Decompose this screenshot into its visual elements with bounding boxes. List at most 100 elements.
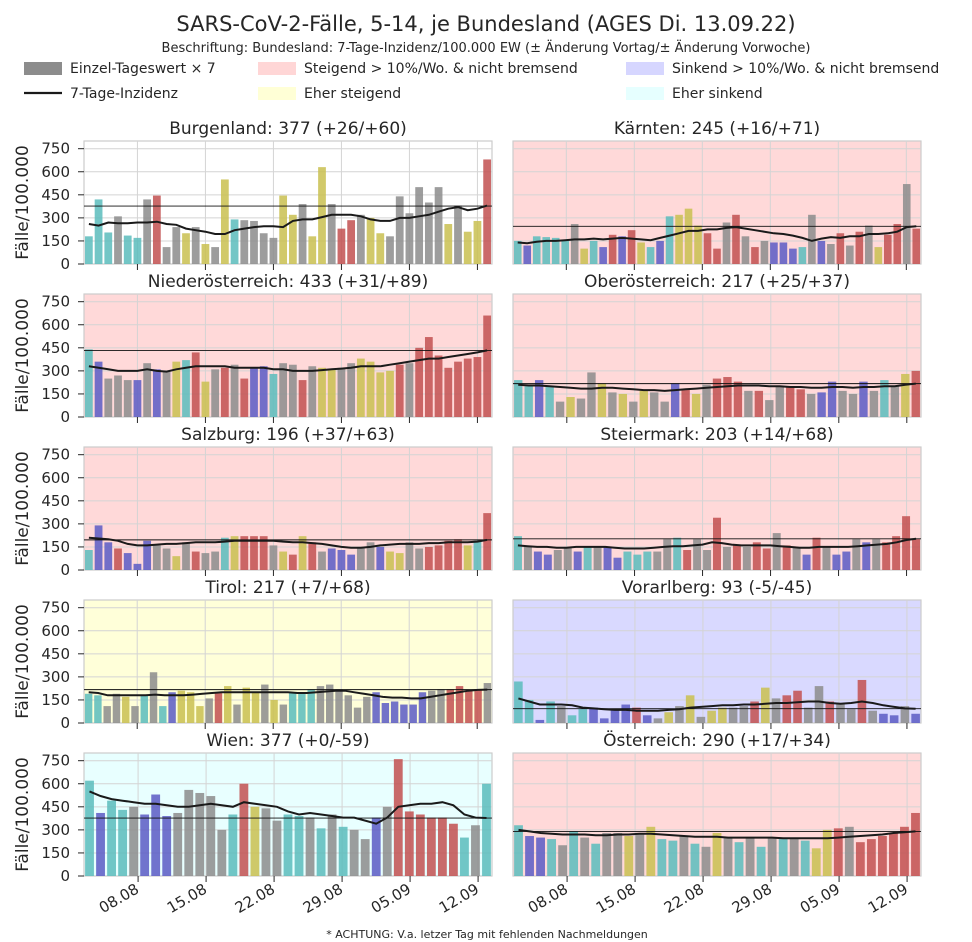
bar xyxy=(162,816,172,876)
bar xyxy=(844,826,854,876)
bar xyxy=(587,372,596,417)
bar xyxy=(623,551,632,570)
bar xyxy=(657,839,667,876)
bar xyxy=(525,836,534,876)
bar xyxy=(603,546,612,570)
bar xyxy=(366,217,375,264)
bar xyxy=(424,337,433,417)
bar xyxy=(673,537,682,570)
bar xyxy=(376,546,385,570)
bar xyxy=(796,389,805,417)
bar xyxy=(817,240,826,264)
bar xyxy=(405,363,414,417)
bar xyxy=(415,814,425,876)
bar xyxy=(240,220,249,264)
legend-label: Einzel-Tageswert × 7 xyxy=(70,61,216,77)
x-tick-label: 05.09 xyxy=(368,880,414,917)
y-tick-label: 300 xyxy=(41,668,70,686)
bar xyxy=(104,232,113,264)
bar xyxy=(220,179,229,264)
bar xyxy=(890,386,900,417)
bar xyxy=(211,247,220,264)
panel-title: Wien: 377 (+0/-59) xyxy=(206,731,369,751)
bar xyxy=(279,551,288,570)
bar xyxy=(307,689,315,723)
legend-item: Steigend > 10%/Wo. & nicht bremsend xyxy=(258,61,578,77)
bar xyxy=(335,689,343,723)
bar xyxy=(718,707,727,723)
bar xyxy=(123,380,132,417)
legend-swatch xyxy=(258,87,296,100)
bar xyxy=(288,364,297,417)
bar xyxy=(233,704,241,723)
bar xyxy=(599,718,609,723)
bar xyxy=(454,539,462,570)
y-tick-label: 0 xyxy=(60,561,70,579)
bar xyxy=(675,706,684,723)
bar xyxy=(627,230,636,264)
bar xyxy=(298,204,307,264)
incidence-line xyxy=(518,697,916,712)
bar xyxy=(434,545,443,570)
bar xyxy=(114,375,122,417)
bar xyxy=(912,539,921,570)
panel-title: Burgenland: 377 (+26/+60) xyxy=(169,119,407,139)
bar xyxy=(250,806,260,876)
panel-title: Kärnten: 245 (+16/+71) xyxy=(614,119,820,139)
bar xyxy=(696,716,706,723)
incidence-line xyxy=(88,204,488,235)
bar xyxy=(589,240,598,264)
bar xyxy=(434,355,443,417)
bar xyxy=(855,842,865,876)
legend-label: 7-Tage-Inzidenz xyxy=(70,86,178,102)
bar xyxy=(751,247,759,264)
bar xyxy=(483,683,492,723)
bar xyxy=(889,715,899,723)
bar xyxy=(191,352,200,417)
bar xyxy=(220,367,229,417)
bar xyxy=(288,554,297,570)
legend-label: Sinkend > 10%/Wo. & nicht bremsend xyxy=(672,61,939,77)
bar xyxy=(806,393,816,417)
bar xyxy=(434,187,443,264)
bar xyxy=(663,539,672,570)
bar xyxy=(618,236,626,264)
x-tick-label: 22.08 xyxy=(661,880,707,917)
bar xyxy=(793,690,802,723)
bar xyxy=(546,701,555,723)
bar xyxy=(96,812,105,876)
bar xyxy=(852,539,861,570)
bar xyxy=(862,542,871,570)
bar xyxy=(589,707,598,723)
bar xyxy=(642,715,652,723)
bar xyxy=(261,808,271,876)
bar xyxy=(338,826,348,876)
bar xyxy=(191,551,200,570)
bar xyxy=(558,845,568,876)
y-tick-label: 750 xyxy=(41,446,70,464)
bar xyxy=(205,698,213,723)
bar xyxy=(360,839,370,876)
bar xyxy=(288,692,297,723)
bar xyxy=(269,545,278,570)
bar xyxy=(298,536,307,570)
bar xyxy=(653,551,662,570)
bar xyxy=(728,707,738,723)
bar xyxy=(426,817,436,876)
bar xyxy=(912,228,921,264)
figure-subtitle: Beschriftung: Bundesland: 7-Tage-Inziden… xyxy=(162,40,811,56)
bar xyxy=(418,692,427,723)
bar xyxy=(149,672,158,723)
bar xyxy=(599,247,607,264)
bar xyxy=(356,358,365,417)
bar xyxy=(454,361,462,417)
bar xyxy=(182,542,190,570)
panel: Kärnten: 245 (+16/+71) xyxy=(512,119,922,270)
bar xyxy=(535,719,545,723)
panel-title: Tirol: 217 (+7/+68) xyxy=(204,578,370,598)
bar xyxy=(555,401,565,417)
bar xyxy=(337,550,346,570)
bar xyxy=(827,381,837,417)
x-tick-label: 15.08 xyxy=(164,880,210,917)
bar xyxy=(386,370,394,417)
